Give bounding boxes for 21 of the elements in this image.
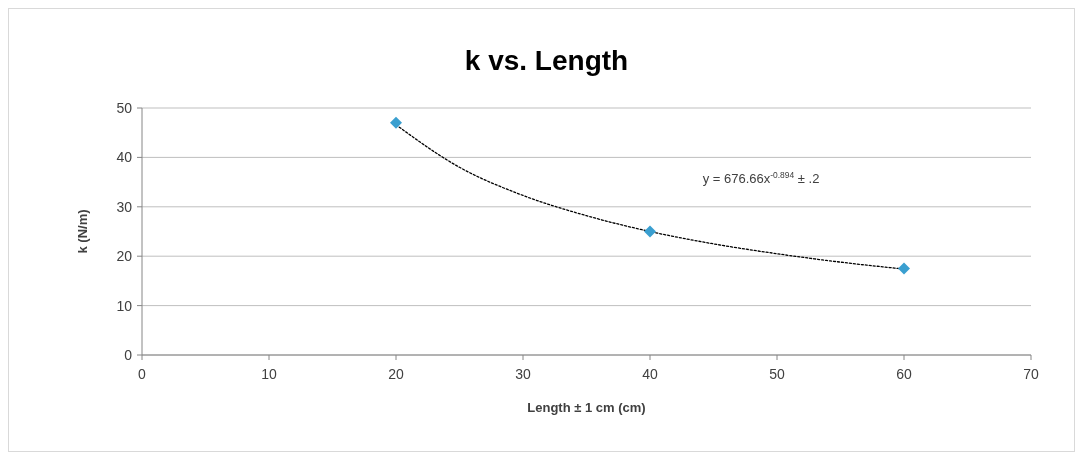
- y-tick-label: 20: [116, 248, 133, 265]
- annotation: y = 676.66x$^{-0.894}$ ± .2: [702, 170, 820, 186]
- x-tick-label: 70: [1023, 366, 1039, 382]
- x-tick-label: 0: [138, 366, 147, 382]
- x-tick-label: 10: [261, 366, 277, 382]
- point: [644, 225, 656, 238]
- x-axis-title: Length ± 1 cm (cm): [527, 400, 646, 415]
- point: [898, 262, 910, 275]
- y-tick-label: 50: [116, 99, 133, 116]
- x-tick-label: 50: [769, 366, 785, 382]
- x-tick-label: 60: [896, 366, 912, 382]
- y-tick-label: 40: [116, 149, 133, 166]
- y-tick-label: 10: [116, 297, 133, 314]
- point: [390, 116, 402, 129]
- y-tick-label: 0: [124, 346, 133, 363]
- y-axis-title: k (N/m): [75, 209, 90, 254]
- y-tick-label: 30: [116, 198, 133, 215]
- x-tick-label: 40: [642, 366, 658, 382]
- x-tick-label: 20: [388, 366, 404, 382]
- x-tick-label: 30: [515, 366, 531, 382]
- chart-title: k vs. Length: [464, 45, 629, 76]
